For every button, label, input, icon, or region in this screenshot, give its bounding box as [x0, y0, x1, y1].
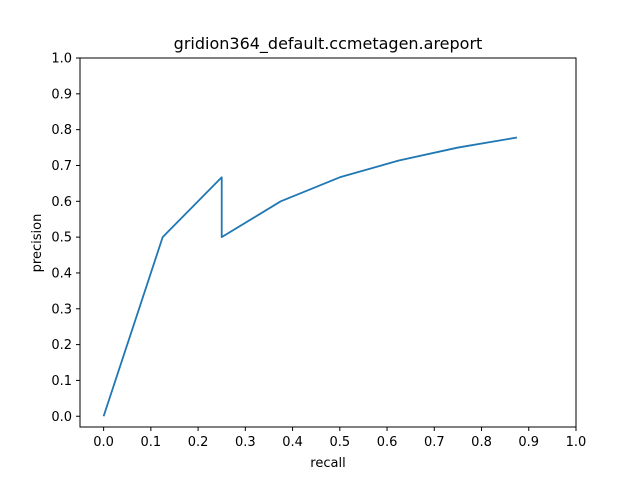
x-tick-label: 1.0: [566, 435, 587, 450]
series-line: [102, 136, 518, 417]
x-tick-label: 0.8: [471, 435, 492, 450]
x-tick-label: 0.1: [141, 435, 162, 450]
x-tick-label: 0.7: [424, 435, 445, 450]
x-tick-label: 0.6: [377, 435, 398, 450]
x-tick-label: 0.4: [282, 435, 303, 450]
y-tick-label: 0.3: [51, 302, 72, 317]
series-layer: [102, 136, 518, 417]
y-axis: 0.0 0.1 0.2 0.3 0.4 0.5 0.6 0.7 0.8 0.9 1.0: [51, 52, 80, 425]
chart-title: gridion364_default.ccmetagen.areport: [174, 34, 483, 54]
x-tick-label: 0.0: [93, 435, 114, 450]
x-tick-label: 0.9: [518, 435, 539, 450]
x-axis: 0.0 0.1 0.2 0.3 0.4 0.5 0.6 0.7 0.8 0.9 1.0: [93, 427, 586, 450]
y-tick-label: 0.1: [51, 374, 72, 389]
y-tick-label: 0.4: [51, 266, 72, 281]
x-tick-label: 0.3: [235, 435, 256, 450]
y-axis-label: precision: [30, 214, 45, 273]
x-axis-label: recall: [310, 456, 345, 471]
y-tick-label: 1.0: [51, 52, 72, 67]
y-tick-label: 0.2: [51, 338, 72, 353]
x-tick-label: 0.5: [329, 435, 350, 450]
x-tick-label: 0.2: [188, 435, 209, 450]
y-tick-label: 0.6: [51, 195, 72, 210]
plot-area: [79, 57, 577, 428]
y-tick-label: 0.7: [51, 159, 72, 174]
y-tick-label: 0.5: [51, 231, 72, 246]
y-tick-label: 0.9: [51, 87, 72, 102]
y-tick-label: 0.8: [51, 123, 72, 138]
y-tick-label: 0.0: [51, 410, 72, 425]
